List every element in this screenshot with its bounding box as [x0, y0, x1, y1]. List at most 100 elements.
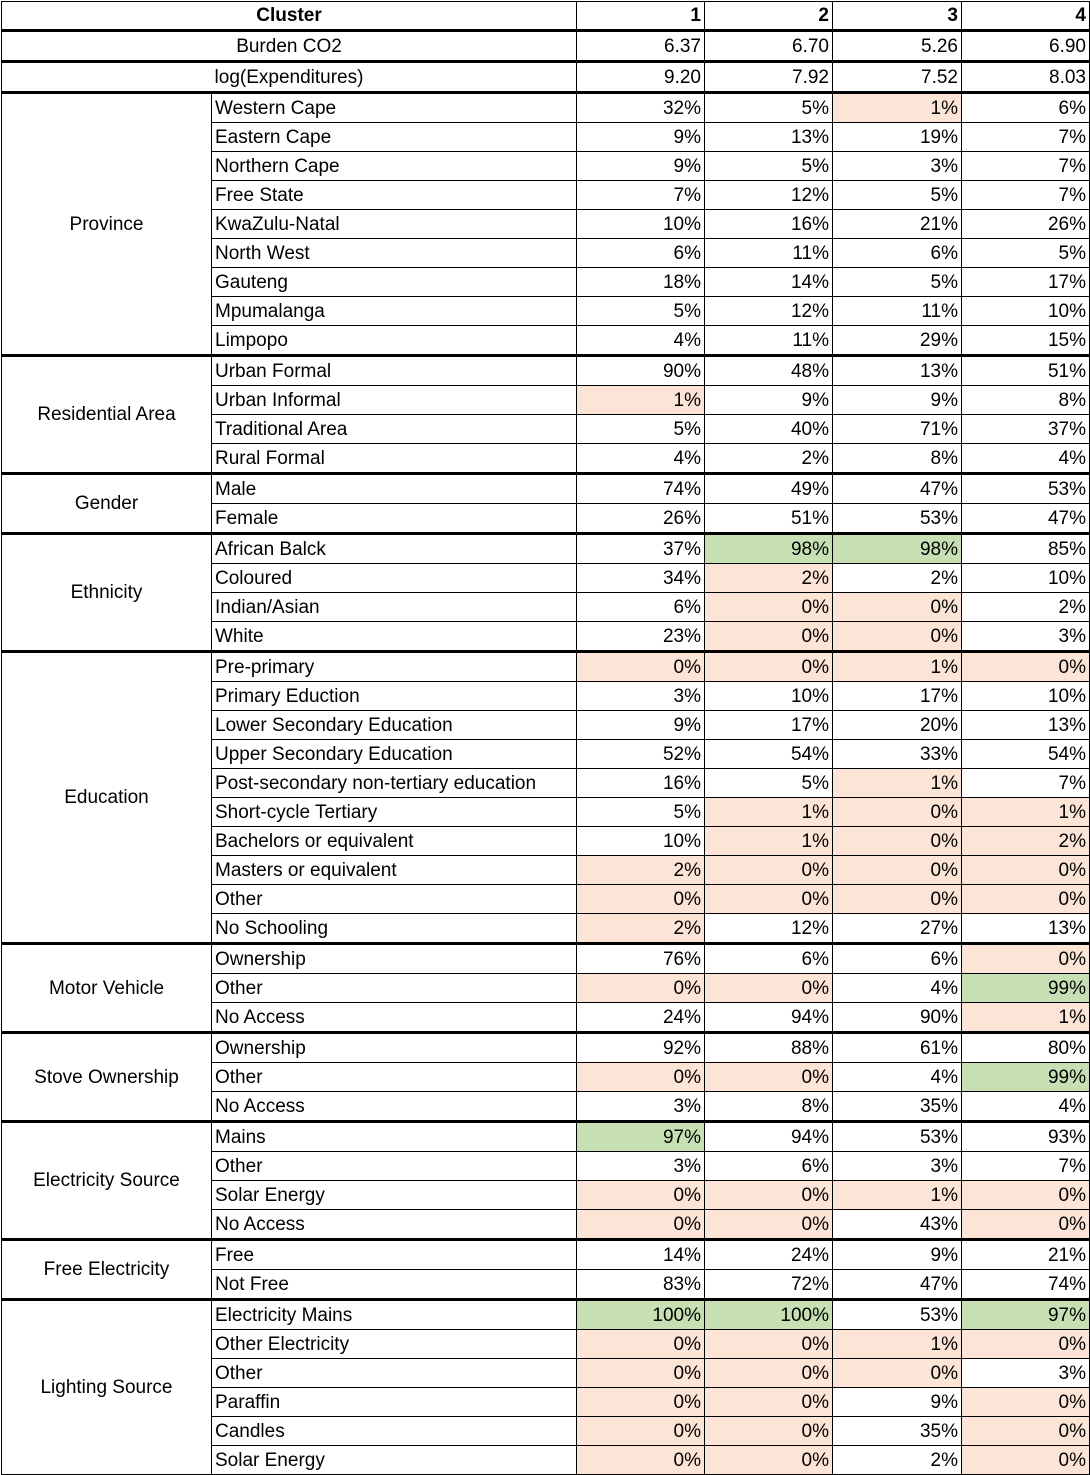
summary-label: log(Expenditures) [2, 62, 577, 93]
value-cell: 0% [833, 827, 962, 856]
value-cell: 7% [962, 1152, 1090, 1181]
row-label: Other [212, 1063, 577, 1092]
value-cell: 72% [705, 1270, 833, 1300]
value-cell: 7% [962, 123, 1090, 152]
value-cell: 2% [705, 564, 833, 593]
value-cell: 74% [962, 1270, 1090, 1300]
value-cell: 2% [705, 444, 833, 474]
value-cell: 0% [962, 856, 1090, 885]
value-cell: 7.92 [705, 62, 833, 93]
table-row: Electricity Source Mains 97% 94% 53% 93% [2, 1122, 1090, 1152]
row-label: No Schooling [212, 914, 577, 944]
row-label: Mains [212, 1122, 577, 1152]
value-cell: 51% [962, 356, 1090, 386]
row-label: Coloured [212, 564, 577, 593]
value-cell: 26% [962, 210, 1090, 239]
row-label: No Access [212, 1210, 577, 1240]
value-cell: 0% [962, 1417, 1090, 1446]
summary-label: Burden CO2 [2, 31, 577, 62]
header-cluster-4: 4 [962, 2, 1090, 31]
value-cell: 24% [705, 1240, 833, 1270]
value-cell: 1% [833, 93, 962, 123]
header-cluster-label: Cluster [2, 2, 577, 31]
value-cell: 13% [705, 123, 833, 152]
group-label: Motor Vehicle [2, 944, 212, 1033]
row-label: Northern Cape [212, 152, 577, 181]
value-cell: 16% [577, 769, 705, 798]
table-row: Education Pre-primary 0% 0% 1% 0% [2, 652, 1090, 682]
group-label: Free Electricity [2, 1240, 212, 1300]
value-cell: 0% [577, 1063, 705, 1092]
row-label: Other [212, 885, 577, 914]
value-cell: 9% [833, 1388, 962, 1417]
value-cell: 5% [705, 93, 833, 123]
value-cell: 11% [833, 297, 962, 326]
value-cell: 40% [705, 415, 833, 444]
value-cell: 6% [705, 944, 833, 974]
value-cell: 2% [577, 856, 705, 885]
row-label: Eastern Cape [212, 123, 577, 152]
value-cell: 12% [705, 914, 833, 944]
value-cell: 2% [833, 564, 962, 593]
value-cell: 17% [962, 268, 1090, 297]
value-cell: 1% [833, 1181, 962, 1210]
value-cell: 0% [833, 885, 962, 914]
value-cell: 0% [577, 974, 705, 1003]
value-cell: 0% [705, 1388, 833, 1417]
value-cell: 0% [962, 1181, 1090, 1210]
value-cell: 0% [577, 652, 705, 682]
value-cell: 10% [577, 210, 705, 239]
value-cell: 0% [577, 1210, 705, 1240]
row-label: Short-cycle Tertiary [212, 798, 577, 827]
row-label: White [212, 622, 577, 652]
value-cell: 0% [962, 1330, 1090, 1359]
row-label: Free [212, 1240, 577, 1270]
value-cell: 74% [577, 474, 705, 504]
value-cell: 1% [705, 798, 833, 827]
row-label: Gauteng [212, 268, 577, 297]
header-cluster-1: 1 [577, 2, 705, 31]
table-row: Free Electricity Free 14% 24% 9% 21% [2, 1240, 1090, 1270]
value-cell: 6% [962, 93, 1090, 123]
value-cell: 83% [577, 1270, 705, 1300]
value-cell: 9% [833, 1240, 962, 1270]
row-label: Electricity Mains [212, 1300, 577, 1330]
header-cluster-3: 3 [833, 2, 962, 31]
value-cell: 7% [962, 152, 1090, 181]
value-cell: 16% [705, 210, 833, 239]
value-cell: 5% [577, 798, 705, 827]
value-cell: 6.70 [705, 31, 833, 62]
value-cell: 9% [577, 123, 705, 152]
value-cell: 17% [833, 682, 962, 711]
table-row: Residential Area Urban Formal 90% 48% 13% 51% [2, 356, 1090, 386]
value-cell: 1% [833, 1330, 962, 1359]
value-cell: 0% [833, 593, 962, 622]
value-cell: 37% [962, 415, 1090, 444]
value-cell: 13% [962, 711, 1090, 740]
value-cell: 23% [577, 622, 705, 652]
row-label: Other [212, 1359, 577, 1388]
value-cell: 5% [577, 297, 705, 326]
value-cell: 1% [962, 798, 1090, 827]
value-cell: 15% [962, 326, 1090, 356]
value-cell: 53% [962, 474, 1090, 504]
value-cell: 0% [705, 1417, 833, 1446]
value-cell: 76% [577, 944, 705, 974]
row-label: No Access [212, 1092, 577, 1122]
value-cell: 0% [705, 885, 833, 914]
row-label: Candles [212, 1417, 577, 1446]
value-cell: 21% [833, 210, 962, 239]
value-cell: 3% [962, 622, 1090, 652]
value-cell: 7% [962, 181, 1090, 210]
value-cell: 1% [577, 386, 705, 415]
value-cell: 10% [962, 682, 1090, 711]
value-cell: 0% [962, 885, 1090, 914]
value-cell: 53% [833, 1300, 962, 1330]
group-label: Electricity Source [2, 1122, 212, 1240]
value-cell: 0% [833, 856, 962, 885]
row-label: No Access [212, 1003, 577, 1033]
row-label: Indian/Asian [212, 593, 577, 622]
value-cell: 24% [577, 1003, 705, 1033]
group-label: Lighting Source [2, 1300, 212, 1475]
row-label: Mpumalanga [212, 297, 577, 326]
